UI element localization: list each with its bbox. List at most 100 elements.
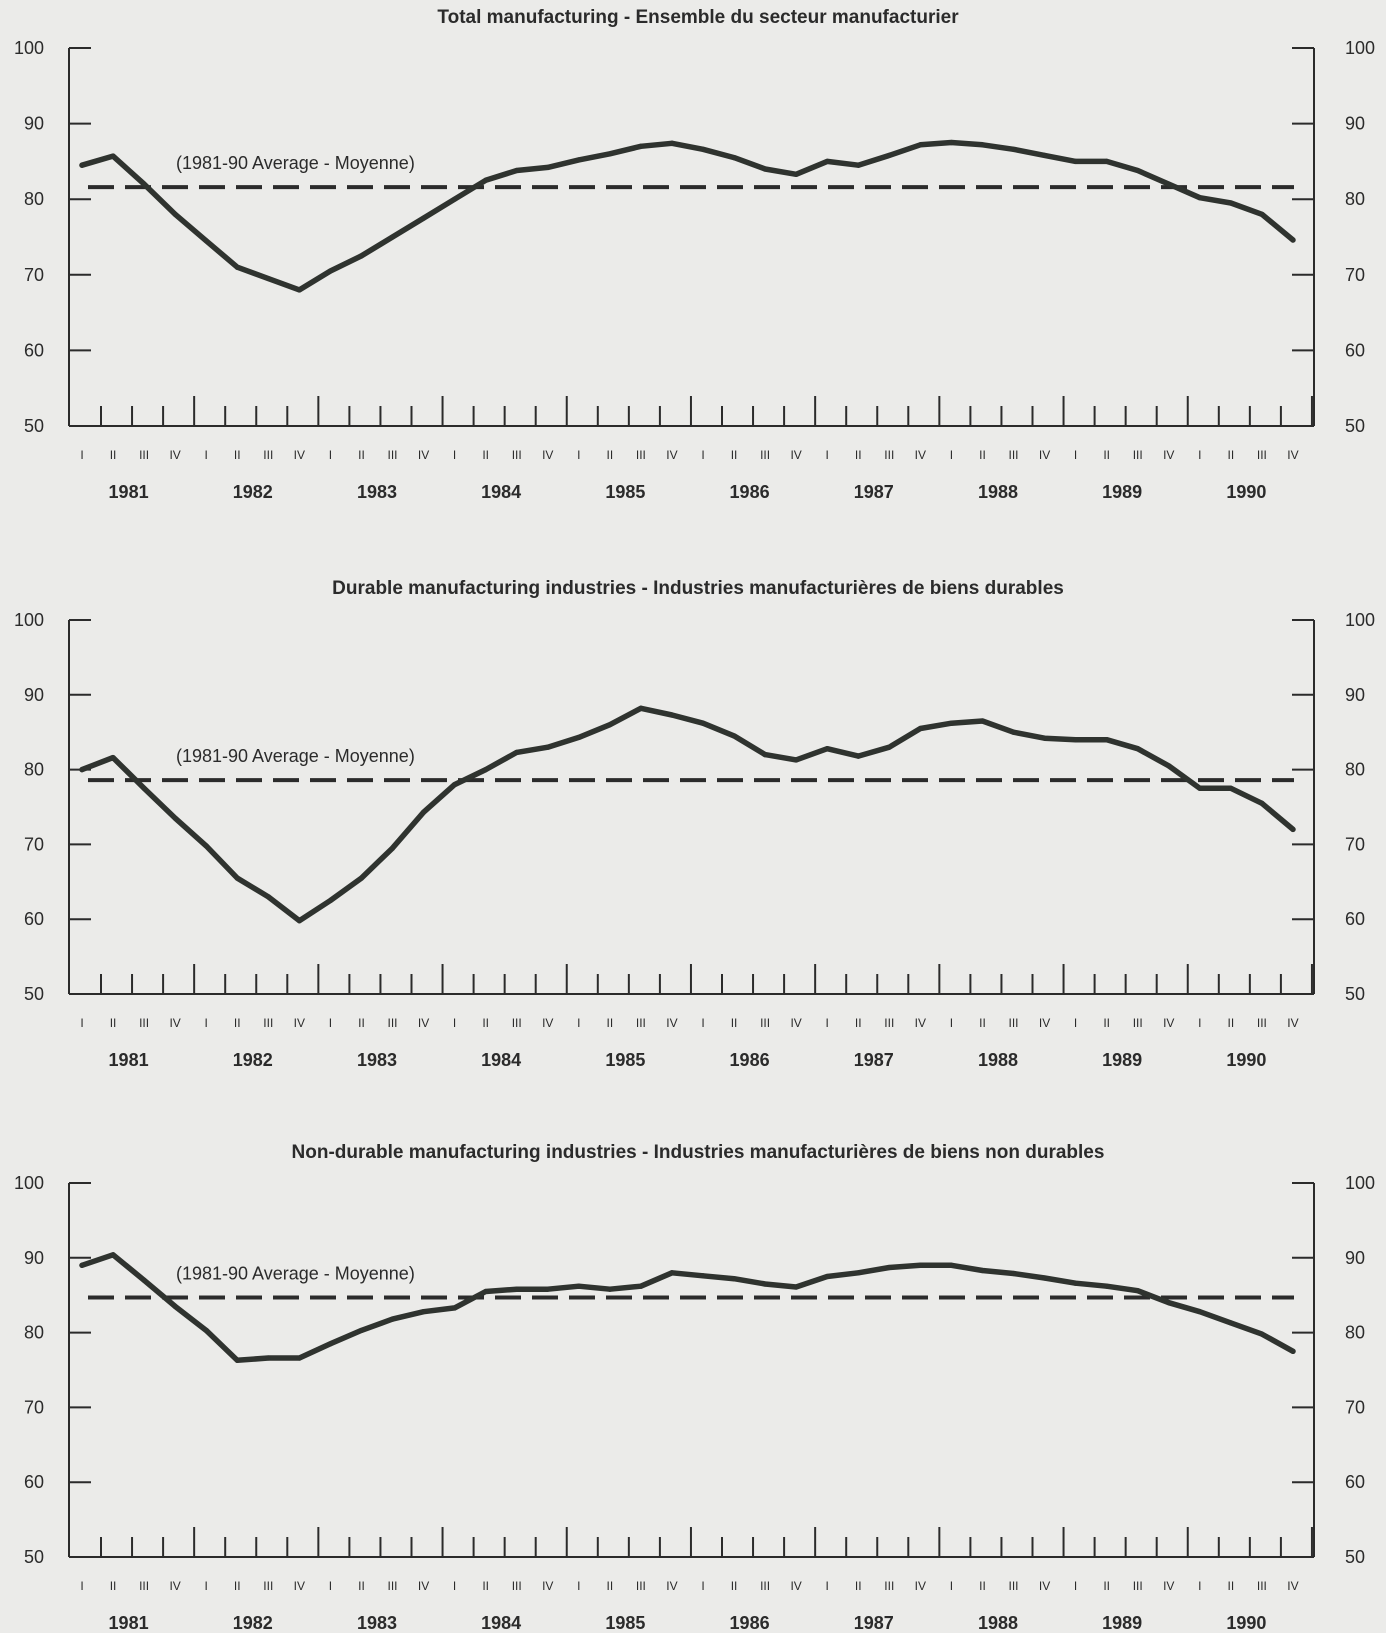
x-year-label: 1982 [233, 1050, 273, 1070]
x-quarter-label: III [512, 1016, 522, 1030]
data-point [389, 234, 396, 240]
data-point [1228, 1320, 1234, 1326]
x-quarter-label: I [205, 448, 208, 462]
data-point [948, 1262, 955, 1268]
data-point [420, 215, 427, 221]
x-quarter-label: II [731, 448, 738, 462]
y-tick-label-right: 100 [1345, 1173, 1375, 1193]
data-point [1010, 1270, 1017, 1277]
data-point [358, 253, 365, 259]
data-point [1135, 1288, 1141, 1294]
x-quarter-label: II [731, 1016, 738, 1030]
x-quarter-label: III [884, 1579, 894, 1593]
x-quarter-label: I [826, 1016, 829, 1030]
x-year-label: 1983 [357, 482, 397, 502]
x-quarter-label: II [482, 448, 489, 462]
y-tick-label-right: 60 [1345, 909, 1365, 929]
x-quarter-label: III [263, 1579, 273, 1593]
x-quarter-label: III [387, 1579, 397, 1593]
data-point [1259, 800, 1265, 806]
data-point [1290, 826, 1296, 833]
data-point [452, 1305, 458, 1311]
data-point [576, 157, 582, 163]
data-point [1259, 211, 1265, 217]
x-quarter-label: II [855, 448, 862, 462]
x-quarter-label: II [607, 1016, 614, 1030]
x-quarter-label: II [358, 448, 365, 462]
x-quarter-label: II [1228, 1016, 1235, 1030]
data-point [731, 1276, 737, 1282]
x-quarter-label: III [387, 448, 397, 462]
x-quarter-label: II [855, 1016, 862, 1030]
x-quarter-label: I [701, 1016, 704, 1030]
x-year-label: 1988 [978, 1613, 1018, 1633]
y-tick-label-left: 90 [24, 114, 44, 134]
y-tick-label-right: 80 [1345, 1323, 1365, 1343]
x-quarter-label: III [512, 1579, 522, 1593]
data-point [824, 746, 830, 752]
x-quarter-label: IV [790, 448, 801, 462]
y-tick-label-right: 50 [1345, 1547, 1365, 1567]
x-quarter-label: I [826, 1579, 829, 1593]
data-point [917, 142, 923, 148]
data-point [669, 140, 675, 146]
x-year-label: 1988 [978, 1050, 1018, 1070]
x-quarter-label: I [1198, 448, 1201, 462]
y-tick-label-left: 100 [14, 38, 44, 58]
x-year-label: 1985 [605, 482, 645, 502]
data-point [793, 171, 799, 177]
x-quarter-label: IV [1039, 1579, 1050, 1593]
x-year-label: 1984 [481, 482, 521, 502]
data-point [607, 151, 613, 157]
data-point [762, 1281, 768, 1287]
data-point [234, 875, 240, 881]
data-point [79, 1262, 85, 1268]
x-year-label: 1982 [233, 482, 273, 502]
x-quarter-label: IV [418, 1579, 429, 1593]
y-tick-label-right: 90 [1345, 685, 1365, 705]
x-quarter-label: II [234, 1016, 241, 1030]
x-quarter-label: II [234, 1579, 241, 1593]
x-year-label: 1986 [730, 482, 770, 502]
data-point [638, 1283, 644, 1289]
data-point [1197, 1309, 1203, 1315]
y-tick-label-left: 80 [24, 189, 44, 209]
x-quarter-label: III [1133, 448, 1143, 462]
y-tick-label-left: 70 [24, 1397, 44, 1417]
x-quarter-label: III [884, 448, 894, 462]
x-quarter-label: IV [1039, 1016, 1050, 1030]
x-quarter-label: IV [666, 1016, 677, 1030]
x-quarter-label: III [387, 1016, 397, 1030]
data-point [79, 162, 85, 168]
x-quarter-label: II [110, 1579, 117, 1593]
data-point [1073, 737, 1079, 743]
x-quarter-label: I [577, 1016, 580, 1030]
data-point [1010, 146, 1017, 152]
data-point [1073, 1280, 1079, 1286]
x-quarter-label: III [636, 1016, 646, 1030]
x-quarter-label: III [1133, 1579, 1143, 1593]
x-year-label: 1982 [233, 1613, 273, 1633]
x-year-label: 1988 [978, 482, 1018, 502]
x-quarter-label: II [607, 448, 614, 462]
average-label: (1981-90 Average - Moyenne) [176, 153, 415, 173]
x-quarter-label: IV [1163, 1579, 1174, 1593]
x-quarter-label: III [512, 448, 522, 462]
y-tick-label-right: 60 [1345, 340, 1365, 360]
x-quarter-label: II [855, 1579, 862, 1593]
data-point [948, 720, 955, 726]
y-tick-label-right: 100 [1345, 610, 1375, 630]
chart-panel-3: Non-durable manufacturing industries - I… [14, 1142, 1375, 1633]
x-quarter-label: IV [1163, 1016, 1174, 1030]
x-quarter-label: III [1008, 1579, 1018, 1593]
data-point [576, 734, 582, 741]
x-quarter-label: III [1257, 448, 1267, 462]
y-tick-label-right: 80 [1345, 189, 1365, 209]
data-point [607, 1286, 613, 1292]
data-point [1197, 195, 1203, 201]
data-point [886, 744, 892, 750]
x-quarter-label: IV [294, 1579, 305, 1593]
data-point [700, 1273, 706, 1279]
x-year-label: 1989 [1102, 1050, 1142, 1070]
